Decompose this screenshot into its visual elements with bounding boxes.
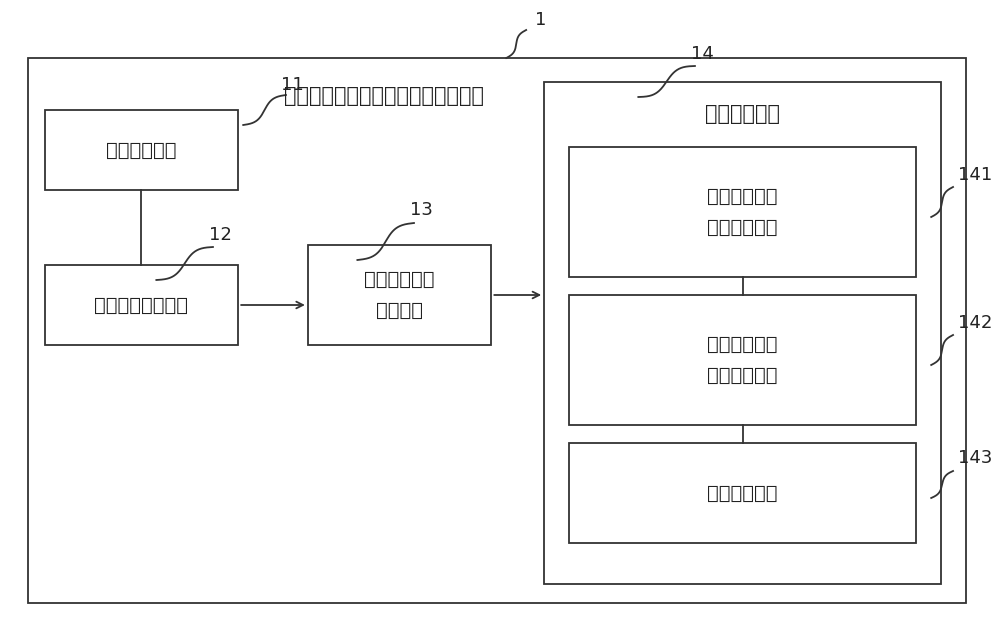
Text: 142: 142	[958, 314, 992, 332]
Bar	[569, 147, 916, 277]
Text: 信息发送单元: 信息发送单元	[707, 483, 778, 503]
Text: 141: 141	[958, 166, 992, 184]
Text: 用户设备数量
负载均衡单元: 用户设备数量 负载均衡单元	[707, 335, 778, 385]
Bar	[544, 82, 941, 584]
Bar	[308, 245, 491, 345]
Text: 接入控制模块: 接入控制模块	[705, 104, 780, 124]
Text: 离散无线接入点负载均衡的控制系统: 离散无线接入点负载均衡的控制系统	[284, 86, 484, 106]
Text: 143: 143	[958, 449, 992, 467]
Text: 11: 11	[281, 76, 304, 94]
Bar	[569, 295, 916, 425]
Text: 13: 13	[410, 201, 433, 219]
Text: 14: 14	[691, 45, 714, 63]
Text: 配置广播模块: 配置广播模块	[106, 141, 177, 160]
Text: 12: 12	[209, 226, 232, 244]
Bar	[45, 265, 238, 345]
Bar	[28, 58, 966, 603]
Text: 邻居负载信息
列表模块: 邻居负载信息 列表模块	[364, 270, 435, 320]
Bar	[569, 443, 916, 543]
Text: 用户设备流量
负载均衡单元: 用户设备流量 负载均衡单元	[707, 187, 778, 237]
Bar	[45, 110, 238, 190]
Text: 1: 1	[535, 11, 547, 29]
Text: 负载信息广播模块: 负载信息广播模块	[94, 295, 188, 314]
